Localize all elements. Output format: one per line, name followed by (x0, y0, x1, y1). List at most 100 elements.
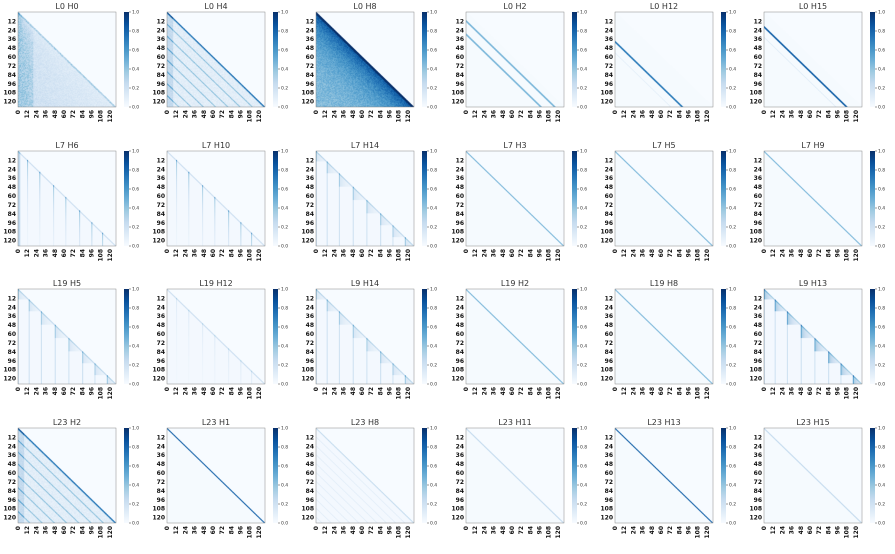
y-tick-label: 24 (157, 304, 165, 311)
x-tick-label: 120 (555, 249, 562, 262)
y-tick-label: 60 (456, 331, 464, 338)
x-tick-label: 84 (377, 249, 384, 257)
y-tick-label: 72 (157, 63, 165, 70)
y-tick-label: 48 (456, 461, 464, 468)
y-tick-label: 36 (456, 313, 464, 320)
x-tick-label: 120 (256, 110, 263, 123)
x-tick-label: 60 (509, 110, 516, 118)
x-tick-label: 36 (341, 110, 348, 118)
y-tick-label: 12 (157, 18, 165, 25)
y-tick-label: 36 (8, 313, 16, 320)
x-tick-label: 24 (779, 526, 786, 534)
colorbar-tick-label: 0.8 (878, 29, 885, 35)
x-tick-label: 12 (24, 526, 31, 534)
colorbar-tick-label: 0.4 (580, 344, 587, 350)
y-tick-label: 36 (456, 36, 464, 43)
colorbar-tick-label: 0.6 (430, 187, 437, 193)
colorbar-tick-label: 0.0 (132, 382, 139, 388)
y-tick-label: 60 (306, 54, 314, 61)
y-tick-label: 108 (3, 90, 16, 97)
x-tick-label: 108 (247, 249, 254, 262)
colorbar-tick-label: 0.4 (132, 67, 139, 73)
y-tick-label: 12 (8, 18, 16, 25)
x-tick-label: 36 (192, 526, 199, 534)
x-tick-label: 0 (15, 526, 22, 530)
y-tick-label: 72 (8, 340, 16, 347)
x-tick-label: 72 (368, 526, 375, 534)
y-tick-label: 84 (157, 488, 165, 495)
y-tick-label: 36 (605, 313, 613, 320)
y-tick-label: 96 (605, 358, 613, 365)
colorbar (422, 151, 427, 246)
y-tick-label: 48 (8, 461, 16, 468)
colorbar (273, 151, 278, 246)
y-tick-label: 84 (605, 488, 613, 495)
y-tick-label: 72 (306, 479, 314, 486)
colorbar-tick-label: 1.0 (580, 149, 587, 155)
x-tick-label: 12 (770, 387, 777, 395)
heatmap-frame (465, 288, 565, 385)
panel-title: L19 H2 (501, 279, 529, 288)
colorbar-tick-label: 0.2 (132, 363, 139, 369)
x-tick-label: 12 (322, 526, 329, 534)
y-tick-label: 72 (157, 340, 165, 347)
y-tick-label: 120 (600, 376, 613, 383)
panel-title: L23 H11 (498, 418, 531, 427)
colorbar (124, 12, 129, 107)
x-tick-label: 0 (761, 110, 768, 114)
y-tick-label: 48 (8, 322, 16, 329)
heatmap-frame (166, 11, 266, 108)
y-tick-label: 108 (301, 506, 314, 513)
x-tick-label: 96 (238, 387, 245, 395)
x-tick-label: 96 (238, 110, 245, 118)
x-tick-label: 0 (761, 249, 768, 253)
x-tick-label: 120 (405, 110, 412, 123)
x-tick-label: 84 (79, 526, 86, 534)
y-tick-label: 48 (306, 45, 314, 52)
heatmap-frame (315, 150, 415, 247)
colorbar-tick-label: 0.4 (878, 206, 885, 212)
y-tick-label: 120 (749, 238, 762, 245)
colorbar (273, 428, 278, 523)
colorbar-tick-label: 1.0 (430, 10, 437, 16)
heatmap-image (466, 151, 564, 246)
x-tick-label: 108 (695, 110, 702, 123)
x-tick-label: 84 (676, 526, 683, 534)
colorbar-tick-label: 0.8 (580, 445, 587, 451)
y-tick-label: 72 (605, 202, 613, 209)
y-tick-label: 12 (605, 157, 613, 164)
colorbar-tick-label: 0.4 (281, 483, 288, 489)
x-tick-label: 84 (825, 249, 832, 257)
x-tick-label: 12 (621, 526, 628, 534)
panel-title: L19 H5 (53, 279, 81, 288)
x-tick-label: 24 (331, 249, 338, 257)
y-tick-label: 12 (306, 434, 314, 441)
x-tick-label: 0 (313, 249, 320, 253)
y-tick-label: 120 (749, 99, 762, 106)
y-tick-label: 24 (754, 27, 762, 34)
x-tick-label: 96 (835, 387, 842, 395)
x-tick-label: 108 (98, 110, 105, 123)
y-tick-label: 60 (605, 470, 613, 477)
x-tick-label: 84 (676, 249, 683, 257)
y-tick-label: 48 (605, 45, 613, 52)
colorbar-tick-label: 0.2 (132, 86, 139, 92)
colorbar-tick-label: 0.6 (580, 48, 587, 54)
y-tick-label: 48 (306, 322, 314, 329)
y-tick-label: 48 (605, 184, 613, 191)
y-tick-label: 108 (152, 90, 165, 97)
y-tick-label: 24 (306, 27, 314, 34)
colorbar-tick-label: 0.8 (430, 29, 437, 35)
x-tick-label: 48 (201, 249, 208, 257)
x-tick-label: 96 (686, 387, 693, 395)
x-tick-label: 0 (313, 110, 320, 114)
x-tick-label: 0 (313, 387, 320, 391)
heatmap-frame (166, 427, 266, 524)
y-tick-label: 120 (451, 515, 464, 522)
y-tick-label: 120 (600, 99, 613, 106)
y-tick-label: 36 (306, 452, 314, 459)
colorbar-tick-label: 0.8 (132, 306, 139, 312)
